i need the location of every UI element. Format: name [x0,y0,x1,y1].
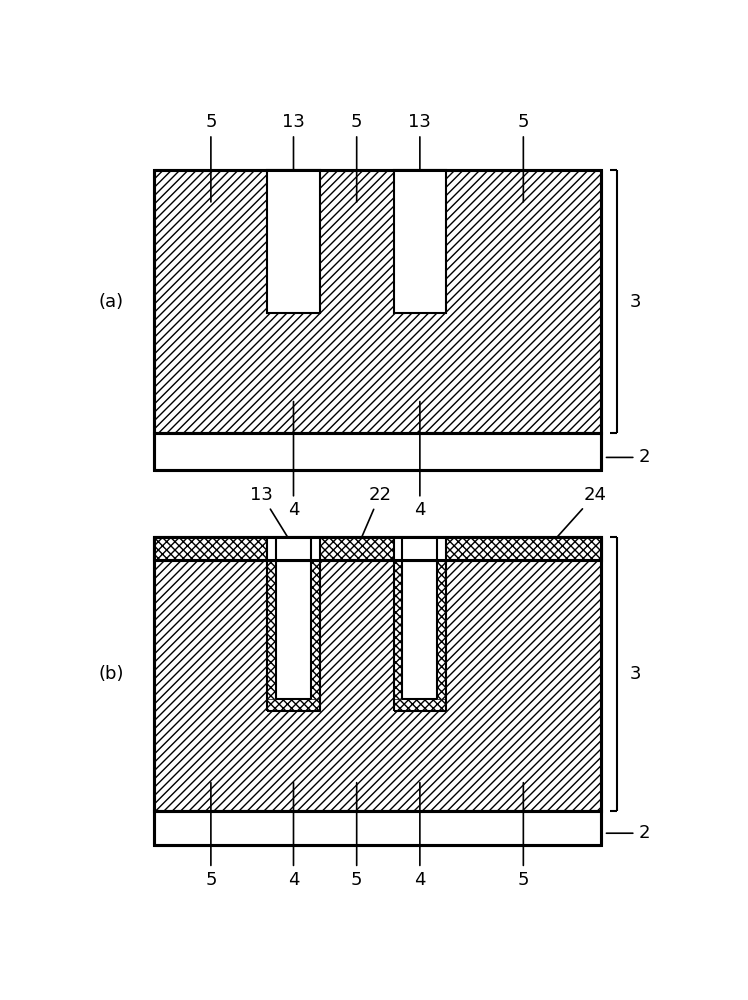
Bar [154,537,601,811]
Text: 5: 5 [205,113,217,202]
Text: 2: 2 [607,448,650,466]
Bar [311,537,319,711]
Text: 2: 2 [607,824,650,842]
Text: (b): (b) [98,665,123,683]
Bar [154,537,601,560]
Text: 13: 13 [250,486,292,544]
Bar [154,433,601,470]
Text: 22: 22 [358,486,391,546]
Text: 4: 4 [288,783,299,889]
Bar [393,699,446,711]
Bar [438,537,446,711]
Bar [267,537,319,711]
Bar [154,170,601,433]
Text: 5: 5 [518,113,529,202]
Text: 5: 5 [518,783,529,889]
Bar [393,537,446,711]
Text: (a): (a) [98,293,123,311]
Text: 5: 5 [351,783,363,889]
Bar [154,811,601,845]
Bar [267,699,319,711]
Bar [402,537,438,699]
Bar [393,537,446,560]
Bar [267,170,319,312]
Bar [267,537,276,711]
Text: 5: 5 [205,783,217,889]
Text: 24: 24 [551,486,607,545]
Bar [276,537,311,699]
Text: 13: 13 [408,113,432,238]
Text: 5: 5 [351,113,363,202]
Text: 4: 4 [414,402,426,519]
Text: 3: 3 [630,665,641,683]
Bar [393,537,402,711]
Bar [267,537,319,560]
Text: 3: 3 [630,293,641,311]
Bar [393,170,446,312]
Text: 4: 4 [288,402,299,519]
Text: 13: 13 [282,113,305,238]
Text: 4: 4 [414,783,426,889]
